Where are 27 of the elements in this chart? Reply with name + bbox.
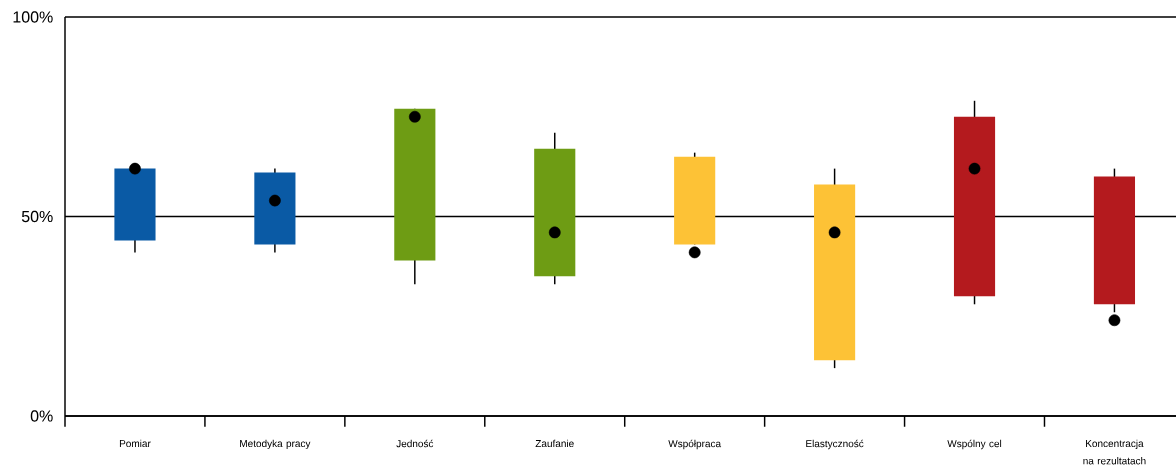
x-tick-label: Jedność — [396, 439, 434, 448]
bar — [953, 116, 996, 297]
point — [548, 226, 561, 239]
point — [129, 162, 141, 175]
x-tick-label: Koncentracja na rezultatach — [1083, 439, 1146, 465]
bar — [394, 108, 436, 261]
y-tick-label: 0% — [30, 410, 53, 422]
x-tick-label: Współpraca — [668, 439, 722, 450]
bar — [674, 156, 716, 245]
bar — [534, 148, 576, 277]
point — [1108, 314, 1121, 327]
x-tick-label: Metodyka pracy — [240, 439, 311, 450]
point — [968, 162, 981, 175]
bar — [1093, 176, 1136, 305]
point — [269, 194, 281, 207]
x-tick-label: Pomiar — [119, 439, 151, 448]
x-tick-label: Zaufanie — [535, 439, 574, 448]
point — [408, 110, 421, 123]
bar — [814, 184, 856, 361]
point — [688, 246, 701, 259]
point — [828, 226, 841, 239]
bar — [254, 172, 296, 245]
x-tick-label: Elastyczność — [806, 439, 864, 450]
x-tick-label: Wspólny cel — [947, 439, 1002, 450]
y-tick-label: 50% — [21, 210, 53, 223]
bar — [114, 168, 156, 241]
y-tick-label: 100% — [13, 11, 53, 23]
